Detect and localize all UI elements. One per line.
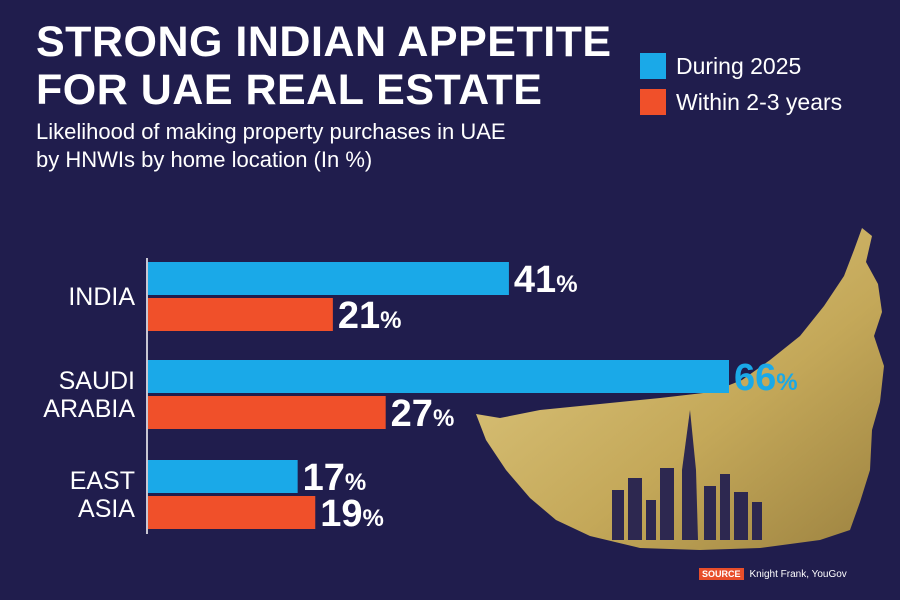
bar-saudi-arabia-during-2025	[148, 360, 729, 393]
legend-item-within-2-3-years: Within 2-3 years	[640, 84, 842, 120]
source-text: Knight Frank, YouGov	[749, 568, 847, 580]
skyline-icon	[612, 410, 762, 540]
data-label-saudi-arabia-within-2-3-years: 27%	[391, 393, 455, 435]
bar-india-within-2-3-years	[148, 298, 333, 331]
legend-label-during-2025: During 2025	[676, 52, 802, 79]
data-label-east-asia-during-2025: 17%	[303, 457, 367, 499]
data-label-east-asia-within-2-3-years: 19%	[320, 493, 384, 535]
legend-swatch-during-2025	[640, 53, 666, 79]
data-label-india-within-2-3-years: 21%	[338, 295, 402, 337]
chart-subtitle: Likelihood of making property purchases …	[36, 119, 506, 172]
legend: During 2025 Within 2-3 years	[640, 48, 842, 120]
category-label-saudi-arabia-2: ARABIA	[43, 395, 135, 423]
legend-swatch-within-2-3-years	[640, 89, 666, 115]
legend-item-during-2025: During 2025	[640, 48, 842, 84]
bar-saudi-arabia-within-2-3-years	[148, 396, 386, 429]
category-label-east-asia-2: ASIA	[78, 495, 135, 523]
page-title: STRONG INDIAN APPETITE FOR UAE REAL ESTA…	[36, 18, 612, 114]
category-label-saudi-arabia-1: SAUDI	[59, 367, 135, 395]
data-label-india-during-2025: 41%	[514, 259, 578, 301]
legend-label-within-2-3-years: Within 2-3 years	[676, 88, 843, 115]
category-label-india-1: INDIA	[68, 283, 135, 311]
data-label-saudi-arabia-during-2025: 66%	[734, 357, 798, 399]
bar-east-asia-during-2025	[148, 460, 298, 493]
bar-india-during-2025	[148, 262, 509, 295]
bar-east-asia-within-2-3-years	[148, 496, 316, 529]
category-label-east-asia-1: EAST	[70, 467, 135, 495]
source-note: SOURCE Knight Frank, YouGov	[699, 568, 847, 580]
uae-map-shape	[476, 228, 884, 550]
source-tag: SOURCE	[699, 568, 744, 580]
